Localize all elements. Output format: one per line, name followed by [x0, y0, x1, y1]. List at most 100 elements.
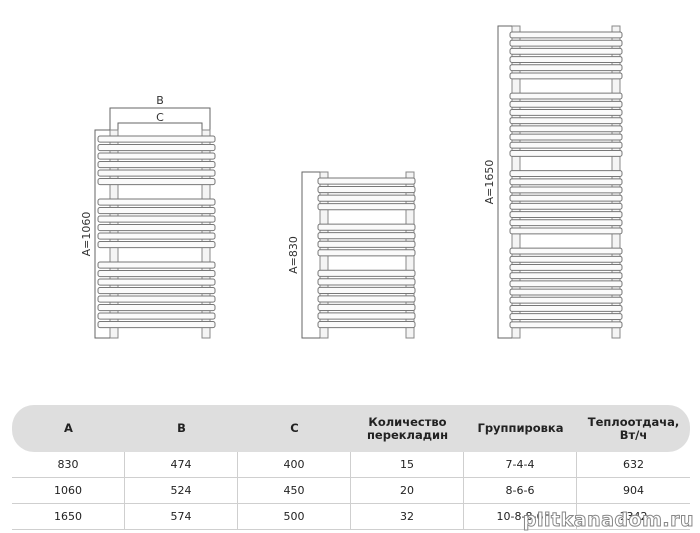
rail	[509, 321, 623, 329]
rail	[97, 241, 216, 249]
table-row: 830 474 400 15 7-4-4 632	[12, 452, 690, 478]
table-cell: 8-6-6	[464, 478, 577, 503]
rail	[509, 72, 623, 80]
rail	[509, 47, 623, 55]
table-cell: 830	[12, 452, 125, 477]
header-cell: Количество перекладин	[366, 414, 449, 442]
table-body: 830 474 400 15 7-4-4 632 1060 524 450 20 8-6-6 904 1…	[12, 452, 690, 530]
rail	[509, 186, 623, 194]
rail	[509, 149, 623, 157]
dimension-a	[497, 25, 512, 339]
table-cell: 1060	[12, 478, 125, 503]
rail	[509, 100, 623, 108]
table-cell: 500	[238, 504, 351, 529]
rail	[509, 280, 623, 288]
label-c: C	[156, 111, 164, 124]
rail	[97, 287, 216, 295]
rail	[317, 177, 416, 185]
label-a: A=830	[287, 236, 300, 274]
table-cell: 574	[125, 504, 238, 529]
rail	[509, 92, 623, 100]
label-b: B	[156, 94, 164, 107]
dimension-b	[109, 107, 211, 132]
rail	[317, 303, 416, 312]
table-row: 1060 524 450 20 8-6-6 904	[12, 478, 690, 504]
rail	[97, 215, 216, 223]
rail	[97, 232, 216, 240]
rail	[317, 186, 416, 194]
rail	[317, 320, 416, 329]
rail	[317, 249, 416, 257]
rail	[509, 202, 623, 210]
spec-table: A B C Количество перекладин Группировка Тепло…	[12, 405, 690, 530]
table-cell: 474	[125, 452, 238, 477]
rail	[97, 178, 216, 186]
rail	[317, 194, 416, 202]
dimension-a	[301, 171, 320, 339]
rail	[509, 313, 623, 321]
rail	[509, 288, 623, 296]
rail	[509, 296, 623, 304]
rail	[97, 207, 216, 215]
rail	[317, 295, 416, 303]
rail	[317, 232, 416, 240]
watermark: plitkanadom.ru	[522, 509, 694, 532]
rail	[509, 125, 623, 133]
rail	[97, 321, 216, 329]
table-cell: 15	[351, 452, 464, 477]
rail	[97, 169, 216, 177]
table-header: A B C Количество перекладин Группировка Тепло…	[12, 405, 690, 452]
table-cell: 1650	[12, 504, 125, 529]
header-cell: A	[64, 421, 73, 435]
rail	[509, 141, 623, 149]
rail	[509, 255, 623, 263]
rail	[509, 56, 623, 63]
table-cell: 400	[238, 452, 351, 477]
header-cell: C	[290, 421, 299, 435]
rail	[97, 278, 216, 286]
rail	[317, 312, 416, 320]
rail	[509, 133, 623, 141]
header-cell: Группировка	[477, 421, 564, 435]
rail	[509, 39, 623, 47]
table-cell: 32	[351, 504, 464, 529]
table-cell: 1342	[619, 510, 648, 523]
rail	[97, 152, 216, 160]
rail	[509, 170, 623, 178]
rail	[97, 224, 216, 232]
rail	[97, 295, 216, 303]
rail	[509, 109, 623, 116]
header-cell: B	[177, 421, 186, 435]
drawing: B C A=1060 A=830 A=1650	[80, 25, 623, 339]
rail	[97, 261, 216, 269]
header-cell: Теплоотдача, Вт/ч	[587, 414, 680, 442]
rail	[97, 135, 216, 143]
rail	[509, 219, 623, 227]
rail	[317, 286, 416, 294]
rail	[509, 117, 623, 125]
rail	[97, 304, 216, 312]
rail	[97, 144, 216, 152]
table-row: 1650 574 500 32 10-8-8-6 1342	[12, 504, 690, 530]
table-cell: 450	[238, 478, 351, 503]
table-cell: 904	[623, 484, 644, 497]
table-cell: 7-4-4	[464, 452, 577, 477]
rail	[317, 240, 416, 248]
rail	[317, 269, 416, 277]
dimension-a	[94, 129, 110, 339]
rail	[97, 198, 216, 206]
table-cell: 632	[623, 458, 644, 471]
rail	[97, 270, 216, 278]
rail	[97, 312, 216, 320]
rail	[317, 278, 416, 286]
rail	[509, 247, 623, 255]
rail	[509, 64, 623, 72]
table-cell: 10-8-8-6	[464, 504, 577, 529]
rail	[509, 304, 623, 312]
label-a: A=1060	[80, 212, 93, 257]
rail	[509, 194, 623, 202]
rail	[509, 211, 623, 218]
rail	[317, 223, 416, 231]
label-a: A=1650	[483, 160, 496, 205]
